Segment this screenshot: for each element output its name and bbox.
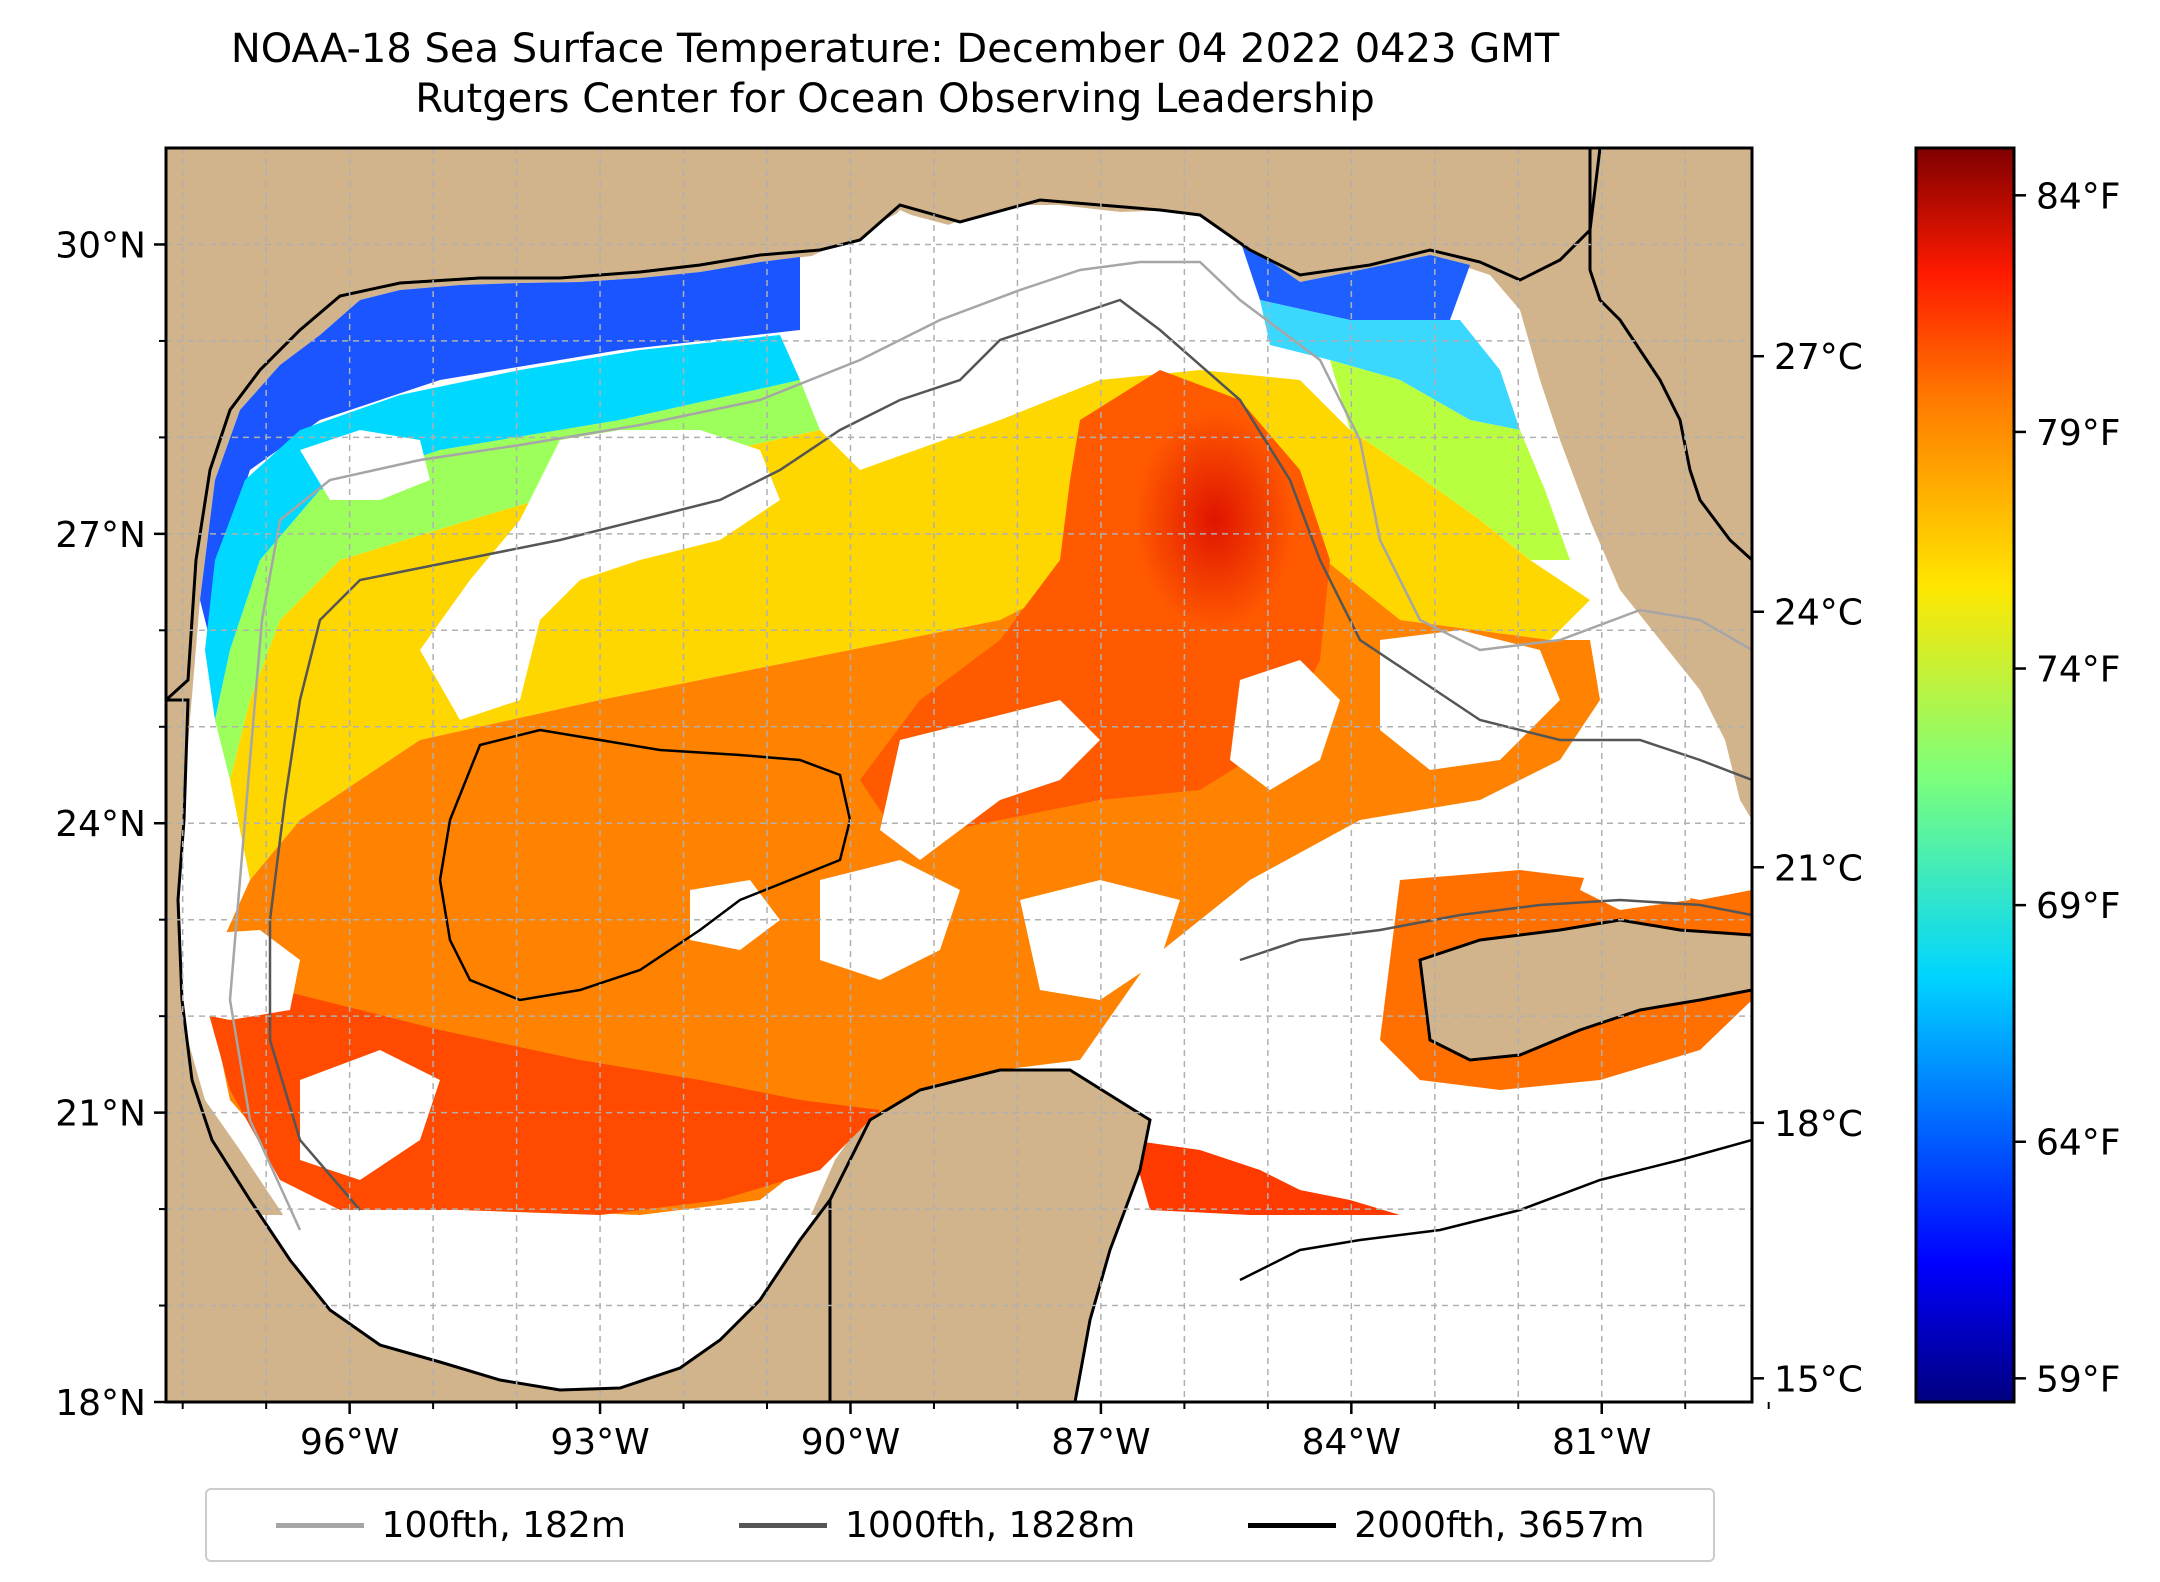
map-frame bbox=[164, 146, 1754, 1404]
florida-peninsula bbox=[1588, 148, 1752, 563]
lat-tick-label: 18°N bbox=[55, 1383, 146, 1424]
colorbar-f-label: 74°F bbox=[2036, 650, 2121, 691]
lat-tick-label: 27°N bbox=[55, 515, 146, 556]
lon-tick-label: 96°W bbox=[300, 1422, 399, 1463]
sst-cool-band-east bbox=[1260, 300, 1520, 430]
map-subtitle: Rutgers Center for Ocean Observing Leade… bbox=[415, 76, 1375, 122]
colorbar-f-label: 79°F bbox=[2036, 413, 2121, 454]
colorbar-c-label: 21°C bbox=[1774, 848, 1863, 889]
contour-caribbean bbox=[1239, 898, 1752, 962]
lat-tick-label: 24°N bbox=[55, 804, 146, 845]
contour-2000fth bbox=[438, 728, 852, 1002]
sst-warmest-core bbox=[1135, 410, 1295, 630]
legend-label-1000fth: 1000fth, 1828m bbox=[845, 1504, 1136, 1546]
map-title: NOAA-18 Sea Surface Temperature: Decembe… bbox=[230, 26, 1560, 72]
lon-tick-label: 90°W bbox=[801, 1422, 900, 1463]
depth-contours bbox=[228, 260, 1752, 1282]
colorbar-f-label: 69°F bbox=[2036, 886, 2121, 927]
sst-cool-band bbox=[205, 335, 800, 720]
legend-swatch-2000fth bbox=[1248, 1522, 1337, 1528]
legend-label-100fth: 100fth, 182m bbox=[381, 1504, 626, 1546]
lat-tick-label: 30°N bbox=[55, 225, 146, 266]
legend-item-1000fth: 1000fth, 1828m bbox=[739, 1505, 1135, 1546]
map-panel bbox=[166, 148, 1752, 1402]
mexico-coast bbox=[166, 698, 832, 1402]
legend-label-2000fth: 2000fth, 3657m bbox=[1354, 1504, 1645, 1546]
legend-swatch-1000fth bbox=[739, 1522, 827, 1528]
graticule bbox=[166, 148, 1752, 1402]
colorbar-c-label: 18°C bbox=[1774, 1104, 1863, 1145]
colorbar-f-label: 84°F bbox=[2036, 176, 2121, 217]
depth-legend: 100fth, 182m 1000fth, 1828m 2000fth, 365… bbox=[205, 1488, 1715, 1562]
colorbar-f-label: 59°F bbox=[2036, 1359, 2121, 1400]
colorbar bbox=[1914, 146, 2016, 1404]
sst-caribbean-south bbox=[1130, 1140, 1400, 1215]
colorbar-f-label: 64°F bbox=[2036, 1123, 2121, 1164]
contour-100fth bbox=[228, 260, 1752, 1231]
lon-tick-label: 84°W bbox=[1302, 1422, 1401, 1463]
us-gulf-coast bbox=[166, 148, 1592, 703]
legend-item-2000fth: 2000fth, 3657m bbox=[1248, 1505, 1644, 1546]
lon-tick-label: 81°W bbox=[1552, 1422, 1651, 1463]
longitude-axis: 96°W 93°W 90°W 87°W 84°W 81°W bbox=[181, 1402, 1770, 1463]
lon-tick-label: 93°W bbox=[550, 1422, 649, 1463]
cuba-island bbox=[1418, 918, 1752, 1062]
lon-tick-label: 87°W bbox=[1051, 1422, 1150, 1463]
legend-swatch-100fth bbox=[275, 1522, 364, 1528]
sst-cold-shelf-east bbox=[1240, 240, 1470, 320]
colorbar-c-label: 24°C bbox=[1774, 593, 1863, 634]
coastline-land bbox=[166, 148, 1752, 1402]
latitude-axis: 18°N 21°N 24°N 27°N 30°N bbox=[55, 225, 166, 1424]
cloud-cover bbox=[166, 205, 1752, 1402]
colorbar-celsius-axis: 15°C 18°C 21°C 24°C 27°C bbox=[1752, 337, 1863, 1400]
lat-tick-label: 21°N bbox=[55, 1094, 146, 1135]
colorbar-fahrenheit-axis: 59°F 64°F 69°F 74°F 79°F 84°F bbox=[2014, 176, 2121, 1400]
legend-item-100fth: 100fth, 182m bbox=[275, 1504, 626, 1546]
contour-caribbean-deep bbox=[1239, 1138, 1752, 1282]
sst-mild-band-east bbox=[1330, 360, 1570, 560]
yucatan-peninsula bbox=[828, 1068, 1152, 1402]
colorbar-c-label: 27°C bbox=[1774, 337, 1863, 378]
sst-cold-shelf bbox=[200, 257, 800, 640]
contour-1000fth bbox=[268, 298, 1752, 1211]
colorbar-c-label: 15°C bbox=[1774, 1359, 1863, 1400]
